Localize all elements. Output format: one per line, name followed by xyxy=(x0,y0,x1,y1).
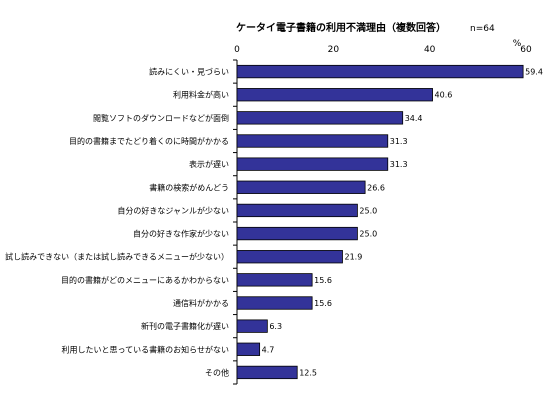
x-axis-ticks: 0 20 40 60 xyxy=(234,45,532,55)
value-label: 34.4 xyxy=(405,114,423,123)
category-label: 目的の書籍までたどり着くのに時間がかかる xyxy=(69,136,229,146)
value-label: 26.6 xyxy=(367,183,385,192)
value-labels: 59.4 40.6 34.4 31.3 31.3 26.6 25.0 25.0 21.9 15.6… xyxy=(262,68,543,378)
bar xyxy=(236,319,268,333)
value-label: 21.9 xyxy=(344,253,362,262)
category-label: 読みにくい・見づらい xyxy=(149,67,229,77)
category-label: 試し読みできない（または試し読みできるメニューが少ない） xyxy=(5,252,229,262)
unit-label: % xyxy=(513,39,522,49)
bar xyxy=(236,180,366,194)
category-label: 目的の書籍がどのメニューにあるかわからない xyxy=(61,275,229,285)
value-label: 15.6 xyxy=(314,299,332,308)
category-label: 自分の好きな作家が少ない xyxy=(133,229,229,239)
bar xyxy=(236,342,261,356)
chart-title-text: ケータイ電子書籍の利用不満理由（複数回答） xyxy=(236,21,446,34)
category-labels: 読みにくい・見づらい利用料金が高い閲覧ソフトのダウンロードなどが面倒目的の書籍ま… xyxy=(5,67,229,378)
chart-sample-size: n=64 xyxy=(470,24,495,34)
bar xyxy=(236,365,298,380)
bars xyxy=(236,64,524,380)
bar xyxy=(236,134,389,148)
value-label: 25.0 xyxy=(359,206,377,215)
chart-title: ケータイ電子書籍の利用不満理由（複数回答） n=64 xyxy=(236,21,495,34)
value-label: 31.3 xyxy=(390,160,408,169)
category-label: 自分の好きなジャンルが少ない xyxy=(117,205,229,215)
category-label: 新刊の電子書籍化が遅い xyxy=(141,321,229,331)
bar xyxy=(236,273,313,287)
bar xyxy=(236,203,358,218)
bar xyxy=(236,250,343,264)
x-tick-label: 20 xyxy=(328,45,340,55)
bar xyxy=(236,64,524,79)
value-label: 25.0 xyxy=(359,230,377,239)
value-label: 6.3 xyxy=(269,322,282,331)
category-label: 通信料がかかる xyxy=(173,298,229,308)
x-tick-label: 0 xyxy=(234,45,240,55)
value-label: 4.7 xyxy=(262,345,275,354)
bar xyxy=(236,157,389,171)
x-tick-label: 40 xyxy=(424,45,436,55)
bar xyxy=(236,226,358,241)
category-label: 閲覧ソフトのダウンロードなどが面倒 xyxy=(93,113,229,123)
value-label: 15.6 xyxy=(314,276,332,285)
value-label: 12.5 xyxy=(299,368,317,377)
category-label: 利用料金が高い xyxy=(173,90,229,100)
x-tick-label: 60 xyxy=(520,45,532,55)
value-label: 31.3 xyxy=(390,137,408,146)
bar xyxy=(236,88,433,102)
bar xyxy=(236,296,313,310)
category-label: その他 xyxy=(205,367,229,377)
bar xyxy=(236,111,404,125)
category-label: 表示が遅い xyxy=(189,159,229,169)
axes xyxy=(233,59,238,385)
category-label: 利用したいと思っている書籍のお知らせがない xyxy=(62,344,229,354)
value-label: 59.4 xyxy=(525,68,543,77)
category-label: 書籍の検索がめんどう xyxy=(149,182,229,192)
value-label: 40.6 xyxy=(435,91,453,100)
